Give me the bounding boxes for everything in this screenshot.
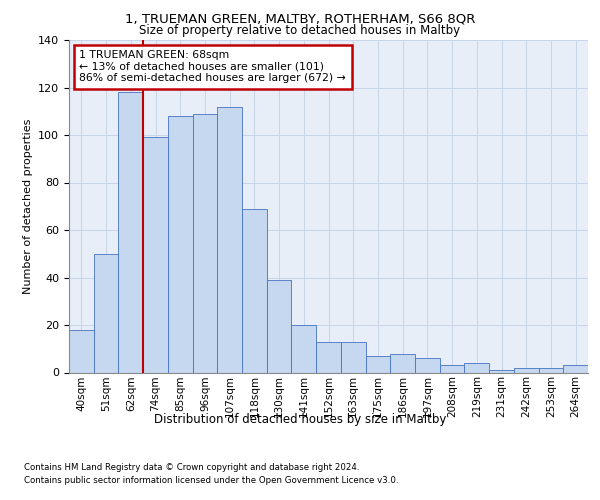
Bar xyxy=(292,325,316,372)
Text: Contains HM Land Registry data © Crown copyright and database right 2024.: Contains HM Land Registry data © Crown c… xyxy=(24,462,359,471)
Bar xyxy=(267,280,292,372)
Bar xyxy=(217,106,242,372)
Bar xyxy=(365,356,390,372)
Bar xyxy=(94,254,118,372)
Bar xyxy=(168,116,193,372)
Bar xyxy=(143,138,168,372)
Bar xyxy=(242,208,267,372)
Bar xyxy=(390,354,415,372)
Text: 1, TRUEMAN GREEN, MALTBY, ROTHERHAM, S66 8QR: 1, TRUEMAN GREEN, MALTBY, ROTHERHAM, S66… xyxy=(125,12,475,26)
Text: 1 TRUEMAN GREEN: 68sqm
← 13% of detached houses are smaller (101)
86% of semi-de: 1 TRUEMAN GREEN: 68sqm ← 13% of detached… xyxy=(79,50,346,83)
Bar xyxy=(415,358,440,372)
Bar xyxy=(539,368,563,372)
Bar xyxy=(118,92,143,372)
Bar xyxy=(563,366,588,372)
Text: Contains public sector information licensed under the Open Government Licence v3: Contains public sector information licen… xyxy=(24,476,398,485)
Bar xyxy=(69,330,94,372)
Bar xyxy=(514,368,539,372)
Bar xyxy=(193,114,217,372)
Bar xyxy=(464,363,489,372)
Bar xyxy=(489,370,514,372)
Bar xyxy=(440,366,464,372)
Bar xyxy=(341,342,365,372)
Bar xyxy=(316,342,341,372)
Text: Size of property relative to detached houses in Maltby: Size of property relative to detached ho… xyxy=(139,24,461,37)
Text: Distribution of detached houses by size in Maltby: Distribution of detached houses by size … xyxy=(154,412,446,426)
Y-axis label: Number of detached properties: Number of detached properties xyxy=(23,118,32,294)
